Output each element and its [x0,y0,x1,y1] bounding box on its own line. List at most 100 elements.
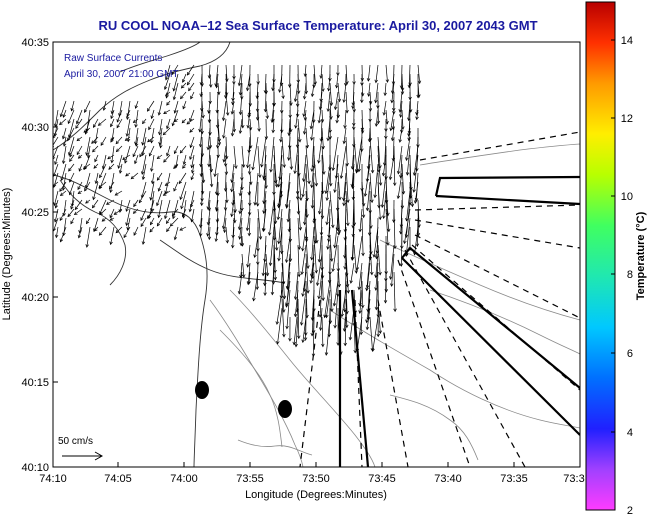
current-vector-head [91,204,96,209]
current-vector-head [54,234,59,239]
current-vector-head [372,254,376,258]
current-vector-head [115,140,120,145]
current-vector-head [328,78,332,82]
current-vector [369,226,372,255]
current-vector-head [157,214,161,219]
current-vector [381,172,387,208]
current-vector-head [190,176,194,181]
current-vector [377,244,381,275]
current-vector-head [265,272,270,277]
current-vector-head [374,287,378,291]
current-vector [385,109,388,124]
current-vector [74,208,83,215]
current-vector [166,145,171,156]
current-vector-head [277,257,281,262]
current-vector-head [238,111,243,116]
current-vector [224,217,227,233]
current-vector [240,91,243,115]
current-vector [286,280,291,308]
current-vector [328,73,331,91]
current-vector-head [412,172,417,177]
current-vector-head [382,215,386,220]
current-vector-head [110,115,114,120]
current-vector [208,226,211,240]
current-vector-head [109,241,113,246]
current-vector [389,154,395,180]
current-vector [151,109,155,119]
current-vector-head [373,194,377,199]
current-vector-head [361,252,365,257]
current-vector [62,145,67,164]
current-vector-head [108,185,113,190]
current-vector [375,253,379,278]
current-vector-head [76,151,80,156]
current-vector-head [302,95,307,100]
current-vector-head [169,223,174,227]
current-vector-head [182,165,186,169]
current-vector-head [69,153,73,158]
current-vector [231,163,235,183]
current-vector [247,244,251,268]
current-vector-head [50,186,53,189]
current-vector-head [173,110,177,114]
current-vector-head [98,184,102,189]
current-vector [248,181,251,195]
current-vector-head [85,244,89,248]
current-vector-head [320,119,325,123]
current-vector [209,163,213,187]
current-vector [334,91,339,110]
current-vector [361,217,364,256]
current-vector [132,145,139,157]
current-vector-head [288,338,292,342]
current-vector-head [311,353,316,358]
current-vector-head [201,115,205,119]
current-vector [326,199,331,225]
current-vector-head [94,227,98,232]
current-vector [86,226,91,248]
current-vector [401,82,403,95]
current-vector [190,199,195,208]
current-vector [172,199,179,219]
colorbar-tick-label: 2 [627,505,633,515]
x-tick-label: 73:45 [368,473,396,485]
current-vector-head [141,176,146,181]
current-vector [305,307,307,341]
current-vector-head [289,166,294,170]
current-vector-head [413,251,417,256]
current-vector [94,127,99,144]
current-vector-head [110,123,114,128]
current-vector-head [189,144,193,149]
current-vector [181,118,187,124]
current-vector-head [114,192,119,196]
current-vector-head [54,204,58,209]
current-vector [247,262,251,285]
current-vector [364,163,371,197]
current-vector [265,91,267,112]
current-vector [60,226,67,242]
current-vector-head [191,169,195,174]
current-vector-head [405,217,409,222]
y-tick-label: 40:15 [21,377,49,389]
current-vector [336,109,339,123]
current-vector-head [255,286,260,291]
current-vector [281,82,284,99]
current-vector [163,190,171,196]
current-vector-head [189,129,193,133]
current-vector-head [209,183,214,188]
current-vector [62,172,67,191]
current-vector [281,136,285,168]
current-vector [352,172,355,200]
current-vector-head [217,142,222,146]
coastline [53,42,286,467]
current-vector [401,163,404,194]
current-vector-head [179,149,184,154]
current-vector [108,163,115,170]
current-vector-head [53,218,58,223]
current-vector-head [132,153,136,158]
current-vector-head [222,135,226,139]
current-vector-head [148,126,152,131]
current-vector [254,235,259,258]
current-vector-head [68,191,73,196]
current-vector-head [77,234,82,239]
current-vector [399,91,403,113]
